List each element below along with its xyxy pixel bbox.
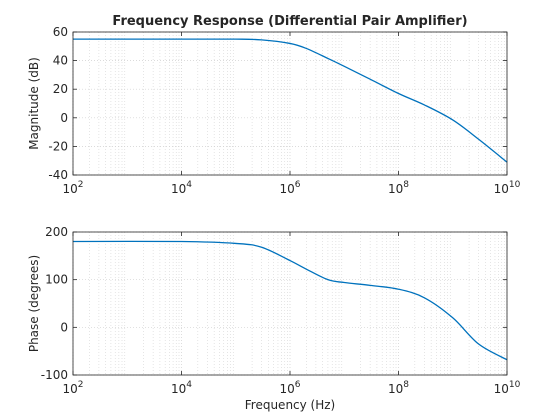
- phase-x-tick-label: 1010: [494, 380, 521, 396]
- magnitude-series-line-0: [73, 38, 508, 163]
- magnitude-x-tick-label: 104: [171, 180, 192, 196]
- phase-x-axis-label: Frequency (Hz): [245, 398, 336, 412]
- magnitude-y-tick-label: 20: [53, 82, 68, 96]
- phase-y-tick-label: 0: [60, 320, 68, 334]
- magnitude-x-tick-label: 108: [388, 180, 409, 196]
- phase-y-tick-label: 100: [45, 273, 68, 287]
- phase-y-tick-label: -100: [41, 368, 68, 382]
- magnitude-y-axis-label: Magnitude (dB): [27, 57, 41, 150]
- phase-y-axis-label: Phase (degrees): [27, 255, 41, 352]
- phase-x-tick-label: 104: [171, 380, 192, 396]
- magnitude-y-tick-label: 40: [53, 54, 68, 68]
- phase-y-tick-label: 200: [45, 225, 68, 239]
- magnitude-x-tick-label: 1010: [494, 180, 521, 196]
- phase-x-tick-label: 108: [388, 380, 409, 396]
- magnitude-y-tick-label: 60: [53, 25, 68, 39]
- magnitude-plot-area: [73, 32, 507, 175]
- magnitude-plot: 102 104 106 108 1010 -40 -20 0 20 40 60 Frequency R…: [27, 14, 521, 196]
- phase-x-tick-label: 102: [62, 380, 83, 396]
- magnitude-x-tick-label: 106: [279, 180, 300, 196]
- phase-plot: 102 104 106 108 1010 -100 0 100 200 Phase (degree…: [27, 225, 521, 412]
- magnitude-x-tick-label: 102: [62, 180, 83, 196]
- magnitude-chart-title: Frequency Response (Differential Pair Am…: [112, 14, 467, 29]
- magnitude-y-tick-label: -20: [48, 139, 68, 153]
- phase-x-tick-label: 106: [279, 380, 300, 396]
- magnitude-y-tick-label: 0: [60, 111, 68, 125]
- magnitude-y-tick-label: -40: [48, 168, 68, 182]
- phase-series-line-0: [72, 240, 508, 361]
